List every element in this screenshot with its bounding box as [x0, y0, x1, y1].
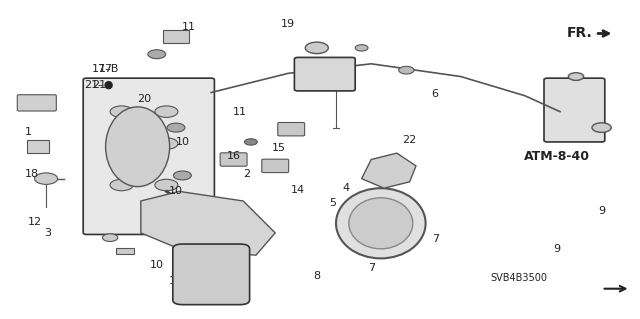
- Text: 3: 3: [45, 228, 51, 238]
- Text: 7: 7: [431, 234, 439, 244]
- Polygon shape: [362, 153, 416, 188]
- Text: 20: 20: [137, 94, 151, 104]
- Text: 11: 11: [233, 107, 247, 117]
- Circle shape: [568, 73, 584, 80]
- FancyBboxPatch shape: [262, 159, 289, 173]
- Text: 17: 17: [99, 63, 113, 74]
- Text: 14: 14: [291, 185, 305, 195]
- Text: 19: 19: [281, 19, 295, 29]
- Circle shape: [305, 42, 328, 54]
- Text: 10: 10: [175, 137, 189, 147]
- Text: 7: 7: [367, 263, 375, 273]
- Circle shape: [35, 173, 58, 184]
- Circle shape: [110, 179, 133, 191]
- Text: 11: 11: [182, 22, 196, 32]
- Circle shape: [148, 50, 166, 59]
- Text: 9: 9: [598, 205, 605, 216]
- Bar: [116, 248, 134, 254]
- Circle shape: [155, 179, 178, 191]
- Polygon shape: [141, 191, 275, 255]
- Circle shape: [110, 106, 133, 117]
- FancyBboxPatch shape: [220, 153, 247, 166]
- Text: 22: 22: [403, 135, 417, 145]
- Text: 21: 21: [92, 79, 106, 90]
- FancyBboxPatch shape: [173, 244, 250, 305]
- Bar: [163, 30, 189, 43]
- Text: 9: 9: [553, 244, 561, 254]
- FancyBboxPatch shape: [83, 78, 214, 234]
- Circle shape: [173, 171, 191, 180]
- Text: 15: 15: [271, 143, 285, 153]
- Text: 13: 13: [169, 276, 183, 286]
- Ellipse shape: [106, 107, 170, 187]
- Text: 5: 5: [330, 197, 336, 208]
- Circle shape: [102, 234, 118, 241]
- Text: 18: 18: [25, 169, 39, 179]
- Text: 16: 16: [227, 151, 241, 161]
- Text: 17–B: 17–B: [92, 63, 119, 74]
- Circle shape: [355, 45, 368, 51]
- Text: 6: 6: [432, 89, 438, 99]
- Circle shape: [167, 123, 185, 132]
- Text: FR.: FR.: [566, 26, 592, 41]
- Text: 8: 8: [313, 271, 321, 281]
- Text: 21–●: 21–●: [84, 79, 114, 90]
- FancyBboxPatch shape: [278, 122, 305, 136]
- Circle shape: [592, 123, 611, 132]
- Bar: [27, 140, 49, 153]
- Circle shape: [155, 138, 178, 149]
- Circle shape: [399, 66, 414, 74]
- Text: 2: 2: [243, 169, 250, 179]
- Text: 1: 1: [26, 127, 32, 137]
- FancyBboxPatch shape: [544, 78, 605, 142]
- Text: ATM-8-40: ATM-8-40: [524, 150, 590, 163]
- Text: 4: 4: [342, 183, 349, 193]
- Ellipse shape: [349, 198, 413, 249]
- Circle shape: [155, 106, 178, 117]
- Text: 12: 12: [28, 217, 42, 227]
- Text: SVB4B3500: SVB4B3500: [490, 272, 547, 283]
- FancyBboxPatch shape: [17, 95, 56, 111]
- FancyBboxPatch shape: [294, 57, 355, 91]
- Ellipse shape: [336, 188, 426, 258]
- Text: 10: 10: [169, 186, 183, 197]
- Circle shape: [244, 139, 257, 145]
- Circle shape: [110, 138, 133, 149]
- Text: 10: 10: [150, 260, 164, 270]
